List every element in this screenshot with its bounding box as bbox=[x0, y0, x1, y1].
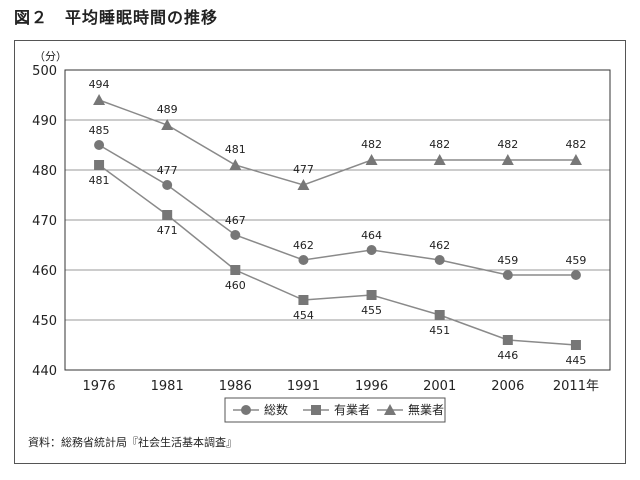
point-circle bbox=[298, 255, 309, 265]
point-square bbox=[162, 210, 173, 220]
chart-frame bbox=[14, 40, 626, 464]
data-label: 459 bbox=[565, 254, 586, 267]
point-circle bbox=[230, 230, 241, 240]
point-circle bbox=[434, 255, 445, 265]
x-tick-label: 1981 bbox=[151, 379, 184, 394]
point-circle bbox=[162, 180, 173, 190]
data-label: 462 bbox=[429, 239, 450, 252]
data-label: 482 bbox=[497, 138, 518, 151]
data-label: 462 bbox=[293, 239, 314, 252]
figure-title: 図２ 平均睡眠時間の推移 bbox=[14, 8, 219, 27]
legend-label: 有業者 bbox=[334, 403, 370, 417]
y-tick-label: 480 bbox=[32, 164, 57, 179]
data-label: 454 bbox=[293, 309, 314, 322]
data-label: 477 bbox=[293, 163, 314, 176]
legend-marker-triangle bbox=[384, 404, 396, 415]
data-label: 477 bbox=[157, 164, 178, 177]
data-label: 489 bbox=[157, 103, 178, 116]
data-label: 481 bbox=[89, 174, 110, 187]
x-tick-label: 1996 bbox=[355, 379, 388, 394]
point-triangle bbox=[93, 94, 106, 105]
data-label: 485 bbox=[89, 124, 110, 137]
data-label: 451 bbox=[429, 324, 450, 337]
point-triangle bbox=[501, 154, 514, 165]
plot-area bbox=[64, 69, 611, 371]
legend-marker-square bbox=[311, 405, 321, 415]
y-axis-unit: （分） bbox=[34, 50, 67, 63]
point-circle bbox=[94, 140, 105, 150]
series-line-triangle bbox=[98, 99, 576, 186]
data-label: 471 bbox=[157, 224, 178, 237]
x-tick-label: 1991 bbox=[287, 379, 320, 394]
data-label: 482 bbox=[565, 138, 586, 151]
point-triangle bbox=[297, 179, 310, 190]
series-line-circle bbox=[98, 144, 576, 276]
axes: 440 450 460 470 480 490 500（分） 1976 1981 1986 1991… bbox=[32, 50, 611, 394]
grid-lines bbox=[65, 69, 610, 321]
point-square bbox=[502, 335, 513, 345]
point-square bbox=[298, 295, 309, 305]
data-label: 455 bbox=[361, 304, 382, 317]
point-square bbox=[434, 310, 445, 320]
point-square bbox=[366, 290, 377, 300]
series-line-square bbox=[98, 164, 576, 346]
data-label: 459 bbox=[497, 254, 518, 267]
point-triangle bbox=[365, 154, 378, 165]
x-tick-label: 1976 bbox=[83, 379, 116, 394]
data-label: 445 bbox=[565, 354, 586, 367]
y-tick-label: 500 bbox=[32, 64, 57, 79]
data-label: 464 bbox=[361, 229, 382, 242]
data-label: 460 bbox=[225, 279, 246, 292]
y-tick-label: 440 bbox=[32, 364, 57, 379]
legend-label: 無業者 bbox=[408, 402, 444, 417]
y-tick-label: 490 bbox=[32, 114, 57, 129]
point-triangle bbox=[569, 154, 582, 165]
data-label: 481 bbox=[225, 143, 246, 156]
y-tick-label: 460 bbox=[32, 264, 57, 279]
x-tick-label: 2011年 bbox=[553, 379, 599, 394]
data-label: 446 bbox=[497, 349, 518, 362]
legend-marker-circle bbox=[241, 405, 251, 415]
data-label: 494 bbox=[89, 78, 110, 91]
point-triangle bbox=[433, 154, 446, 165]
legend-box bbox=[224, 397, 446, 423]
y-tick-label: 470 bbox=[32, 214, 57, 229]
x-tick-label: 1986 bbox=[219, 379, 252, 394]
source-note: 資料：総務省統計局『社会生活基本調査』 bbox=[28, 436, 237, 449]
point-circle bbox=[366, 245, 377, 255]
series-layer bbox=[93, 94, 582, 350]
point-square bbox=[570, 340, 581, 350]
data-label: 482 bbox=[429, 138, 450, 151]
y-tick-label: 450 bbox=[32, 314, 57, 329]
legend: 総数 有業者 無業者 bbox=[224, 397, 446, 423]
x-tick-label: 2006 bbox=[491, 379, 524, 394]
data-label: 467 bbox=[225, 214, 246, 227]
point-circle bbox=[570, 270, 581, 280]
point-triangle bbox=[161, 119, 174, 130]
x-tick-label: 2001 bbox=[423, 379, 456, 394]
point-square bbox=[230, 265, 241, 275]
data-labels: 485 477 467 462 464 462 459 459 481 471 460 454 455 4… bbox=[89, 78, 587, 367]
point-square bbox=[94, 160, 105, 170]
point-triangle bbox=[229, 159, 242, 170]
point-circle bbox=[502, 270, 513, 280]
data-label: 482 bbox=[361, 138, 382, 151]
legend-label: 総数 bbox=[264, 402, 288, 417]
